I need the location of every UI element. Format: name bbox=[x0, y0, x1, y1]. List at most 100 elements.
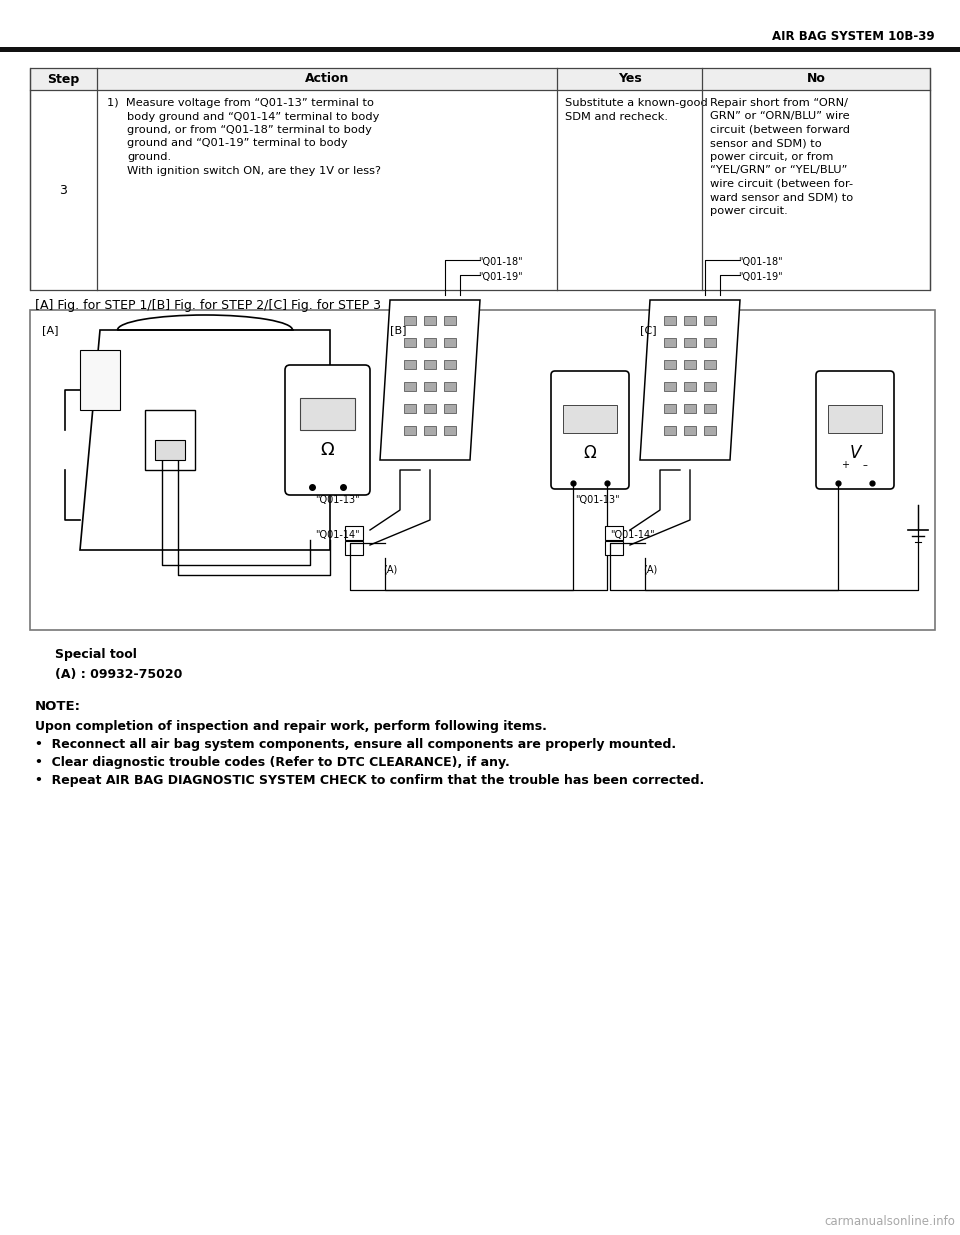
Text: •  Clear diagnostic trouble codes (Refer to DTC CLEARANCE), if any.: • Clear diagnostic trouble codes (Refer … bbox=[35, 756, 510, 769]
Text: (A) : 09932-75020: (A) : 09932-75020 bbox=[55, 668, 182, 680]
Bar bbox=[704, 316, 716, 325]
Text: wire circuit (between for-: wire circuit (between for- bbox=[710, 179, 853, 189]
Text: Ω: Ω bbox=[584, 445, 596, 462]
Bar bbox=[605, 541, 623, 555]
Text: "Q01-13": "Q01-13" bbox=[575, 495, 619, 505]
Text: 3: 3 bbox=[60, 184, 67, 196]
Text: "Q01-18": "Q01-18" bbox=[738, 257, 782, 267]
Bar bbox=[444, 404, 456, 412]
Bar bbox=[684, 382, 696, 391]
Bar bbox=[664, 316, 676, 325]
Bar bbox=[444, 426, 456, 435]
Bar bbox=[145, 410, 195, 471]
Bar bbox=[30, 68, 930, 290]
Bar bbox=[80, 350, 120, 410]
Text: Yes: Yes bbox=[617, 73, 641, 85]
Text: Step: Step bbox=[47, 73, 80, 85]
Bar bbox=[155, 440, 185, 459]
Text: •  Reconnect all air bag system components, ensure all components are properly m: • Reconnect all air bag system component… bbox=[35, 739, 676, 751]
Bar bbox=[684, 316, 696, 325]
Bar bbox=[684, 404, 696, 412]
Text: Substitute a known-good: Substitute a known-good bbox=[565, 98, 708, 107]
Text: ward sensor and SDM) to: ward sensor and SDM) to bbox=[710, 193, 853, 203]
Bar bbox=[0, 47, 960, 52]
Bar bbox=[605, 526, 623, 540]
Text: ground and “Q01-19” terminal to body: ground and “Q01-19” terminal to body bbox=[127, 138, 348, 148]
Text: Repair short from “ORN/: Repair short from “ORN/ bbox=[710, 98, 848, 107]
Text: "Q01-13": "Q01-13" bbox=[315, 495, 360, 505]
Text: +: + bbox=[841, 459, 849, 471]
Bar bbox=[684, 338, 696, 347]
Text: •  Repeat AIR BAG DIAGNOSTIC SYSTEM CHECK to confirm that the trouble has been c: • Repeat AIR BAG DIAGNOSTIC SYSTEM CHECK… bbox=[35, 774, 705, 787]
Bar bbox=[424, 426, 436, 435]
Bar bbox=[704, 359, 716, 369]
Text: (A): (A) bbox=[383, 564, 397, 576]
Text: "Q01-19": "Q01-19" bbox=[478, 272, 522, 282]
Bar bbox=[424, 359, 436, 369]
Bar bbox=[444, 359, 456, 369]
FancyBboxPatch shape bbox=[816, 370, 894, 489]
Text: SDM and recheck.: SDM and recheck. bbox=[565, 111, 668, 121]
Bar bbox=[424, 382, 436, 391]
Bar bbox=[828, 405, 882, 433]
Text: sensor and SDM) to: sensor and SDM) to bbox=[710, 138, 822, 148]
Bar bbox=[404, 382, 416, 391]
Bar bbox=[704, 404, 716, 412]
Bar bbox=[424, 338, 436, 347]
Text: "Q01-19": "Q01-19" bbox=[738, 272, 782, 282]
Text: "Q01-14": "Q01-14" bbox=[315, 530, 360, 540]
Text: power circuit, or from: power circuit, or from bbox=[710, 152, 833, 162]
Bar bbox=[664, 338, 676, 347]
Text: AIR BAG SYSTEM 10B-39: AIR BAG SYSTEM 10B-39 bbox=[773, 30, 935, 43]
Text: [A]: [A] bbox=[42, 325, 59, 335]
Bar bbox=[704, 426, 716, 435]
Bar bbox=[404, 316, 416, 325]
Bar bbox=[345, 526, 363, 540]
Bar bbox=[444, 338, 456, 347]
Bar bbox=[444, 382, 456, 391]
Text: [A] Fig. for STEP 1/[B] Fig. for STEP 2/[C] Fig. for STEP 3: [A] Fig. for STEP 1/[B] Fig. for STEP 2/… bbox=[35, 299, 381, 312]
Text: With ignition switch ON, are they 1V or less?: With ignition switch ON, are they 1V or … bbox=[127, 165, 381, 175]
Bar bbox=[444, 316, 456, 325]
Bar bbox=[345, 541, 363, 555]
FancyBboxPatch shape bbox=[551, 370, 629, 489]
Text: "Q01-18": "Q01-18" bbox=[478, 257, 522, 267]
Bar bbox=[704, 338, 716, 347]
Text: “YEL/GRN” or “YEL/BLU”: “YEL/GRN” or “YEL/BLU” bbox=[710, 165, 848, 175]
Bar bbox=[424, 316, 436, 325]
Text: (A): (A) bbox=[643, 564, 658, 576]
Bar bbox=[30, 310, 935, 630]
Bar bbox=[684, 426, 696, 435]
Polygon shape bbox=[80, 330, 330, 550]
Bar bbox=[424, 404, 436, 412]
Text: Action: Action bbox=[305, 73, 349, 85]
Text: Ω: Ω bbox=[321, 441, 334, 459]
Text: No: No bbox=[806, 73, 826, 85]
Bar bbox=[664, 404, 676, 412]
Polygon shape bbox=[640, 300, 740, 459]
Bar bbox=[664, 382, 676, 391]
Bar bbox=[30, 68, 930, 90]
Bar bbox=[404, 404, 416, 412]
Text: carmanualsonline.info: carmanualsonline.info bbox=[824, 1215, 955, 1228]
Bar bbox=[404, 359, 416, 369]
Bar bbox=[664, 359, 676, 369]
Text: GRN” or “ORN/BLU” wire: GRN” or “ORN/BLU” wire bbox=[710, 111, 850, 121]
Bar bbox=[563, 405, 617, 433]
Text: [C]: [C] bbox=[640, 325, 657, 335]
Bar bbox=[300, 398, 355, 430]
Text: "Q01-14": "Q01-14" bbox=[610, 530, 655, 540]
Text: Special tool: Special tool bbox=[55, 648, 137, 661]
Text: power circuit.: power circuit. bbox=[710, 206, 788, 216]
Text: –: – bbox=[863, 459, 868, 471]
Bar bbox=[404, 426, 416, 435]
Bar bbox=[404, 338, 416, 347]
Text: 1)  Measure voltage from “Q01-13” terminal to: 1) Measure voltage from “Q01-13” termina… bbox=[107, 98, 374, 107]
Text: body ground and “Q01-14” terminal to body: body ground and “Q01-14” terminal to bod… bbox=[127, 111, 379, 121]
Polygon shape bbox=[380, 300, 480, 459]
Bar bbox=[704, 382, 716, 391]
Text: ground.: ground. bbox=[127, 152, 171, 162]
Bar bbox=[684, 359, 696, 369]
Text: V: V bbox=[850, 445, 861, 462]
Text: NOTE:: NOTE: bbox=[35, 700, 81, 713]
